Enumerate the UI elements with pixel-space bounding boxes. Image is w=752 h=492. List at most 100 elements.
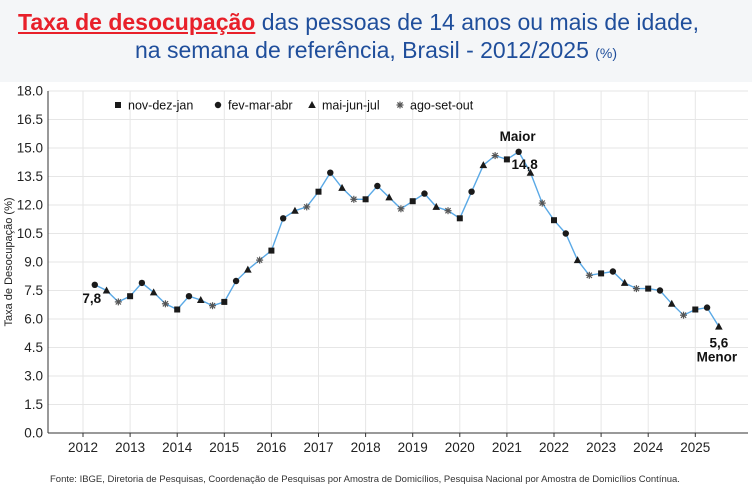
title-banner: Taxa de desocupação das pessoas de 14 an… (0, 0, 752, 82)
data-point (268, 247, 275, 254)
data-point (609, 268, 617, 275)
data-point (562, 230, 569, 237)
x-tick-label: 2015 (209, 440, 239, 455)
data-point (598, 270, 605, 277)
data-point (444, 207, 452, 215)
data-point (196, 296, 205, 303)
x-tick-label: 2013 (115, 440, 145, 455)
legend-marker (308, 101, 316, 108)
x-tick-label: 2016 (256, 440, 286, 455)
data-point (244, 265, 252, 273)
y-tick-label: 7.5 (24, 283, 43, 298)
data-point (703, 304, 711, 311)
y-tick-label: 12.0 (17, 198, 43, 213)
data-point (315, 188, 322, 195)
data-point (456, 215, 463, 222)
legend-marker (115, 102, 121, 108)
data-point (421, 190, 428, 197)
legend-marker (214, 101, 222, 109)
data-point (526, 168, 535, 176)
y-tick-label: 18.0 (17, 84, 43, 99)
data-point (692, 306, 699, 313)
data-point (127, 293, 134, 300)
x-tick-label: 2023 (586, 440, 616, 455)
data-point (91, 281, 98, 288)
title-rest: das pessoas de 14 anos ou mais de idade, (261, 9, 700, 35)
annotation-max-value: 14,8 (512, 157, 539, 172)
data-point (350, 195, 358, 203)
data-point (185, 293, 193, 300)
data-point (515, 148, 522, 155)
y-tick-label: 6.0 (24, 312, 43, 327)
legend-label: mai-jun-jul (322, 99, 380, 113)
data-point (102, 286, 111, 294)
data-point (585, 271, 593, 279)
unemployment-line-chart: 0.0 1.5 3.0 4.5 6.0 7.5 9.0 10.5 12.0 13.5 15.0 16.… (3, 84, 748, 455)
data-point (715, 322, 723, 330)
x-tick-label: 2014 (162, 440, 193, 455)
x-tick-label: 2021 (492, 440, 522, 455)
data-point (680, 311, 688, 319)
data-point (174, 306, 181, 313)
annotation-max-label: Maior (500, 129, 537, 144)
data-point (479, 161, 488, 169)
annotation-min-value: 5,6 (709, 336, 728, 351)
data-point (161, 300, 169, 308)
y-tick-label: 9.0 (24, 255, 43, 270)
x-tick-label: 2020 (445, 440, 475, 455)
x-tick-label: 2017 (303, 440, 333, 455)
data-point (491, 152, 499, 160)
y-tick-label: 3.0 (24, 369, 43, 384)
data-point (620, 278, 629, 286)
data-point (232, 277, 240, 285)
legend-label: fev-mar-abr (228, 99, 293, 113)
data-point (279, 215, 287, 222)
data-point (221, 298, 228, 305)
y-tick-label: 16.5 (17, 112, 43, 127)
title-highlight: Taxa de desocupação (18, 9, 256, 35)
data-point (468, 188, 475, 195)
legend-label: nov-dez-jan (128, 99, 193, 113)
y-tick-label: 1.5 (24, 397, 43, 412)
annotation-min-label: Menor (697, 350, 738, 365)
data-point (385, 193, 393, 201)
data-point (303, 203, 311, 211)
y-axis-label: Taxa de Desocupação (%) (3, 197, 15, 326)
title-line2-text: na semana de referência, Brasil - 2012/2… (134, 37, 589, 63)
data-point (397, 205, 405, 213)
title-unit: (%) (595, 45, 618, 61)
data-point (432, 202, 441, 210)
x-tick-label: 2019 (398, 440, 428, 455)
x-tick-label: 2022 (539, 440, 569, 455)
y-tick-label: 13.5 (17, 169, 43, 184)
data-point (409, 198, 416, 205)
x-tick-label: 2018 (351, 440, 381, 455)
data-point (551, 217, 557, 224)
data-point (573, 256, 582, 264)
data-point (149, 288, 158, 296)
data-point (632, 285, 640, 293)
data-point (338, 183, 346, 191)
data-point (291, 206, 299, 214)
data-point (138, 279, 146, 287)
data-point (256, 256, 264, 264)
data-point (114, 298, 122, 306)
chart-title-line2: na semana de referência, Brasil - 2012/2… (0, 36, 752, 67)
data-point (362, 196, 369, 203)
source-note: Fonte: IBGE, Diretoria de Pesquisas, Coo… (50, 474, 680, 485)
y-tick-label: 15.0 (17, 141, 43, 156)
y-tick-label: 0.0 (24, 426, 43, 441)
legend-marker (396, 101, 404, 109)
data-point (209, 302, 217, 310)
data-point (667, 299, 676, 307)
data-point (538, 199, 546, 207)
x-tick-label: 2025 (680, 440, 710, 455)
series-line (94, 150, 720, 327)
x-tick-label: 2024 (633, 440, 664, 455)
data-point (503, 156, 510, 163)
x-tick-label: 2012 (68, 440, 98, 455)
chart-title-line1: Taxa de desocupação das pessoas de 14 an… (18, 8, 738, 36)
data-point (374, 182, 381, 190)
data-point (656, 287, 664, 294)
annotation-first-value: 7,8 (82, 291, 101, 306)
